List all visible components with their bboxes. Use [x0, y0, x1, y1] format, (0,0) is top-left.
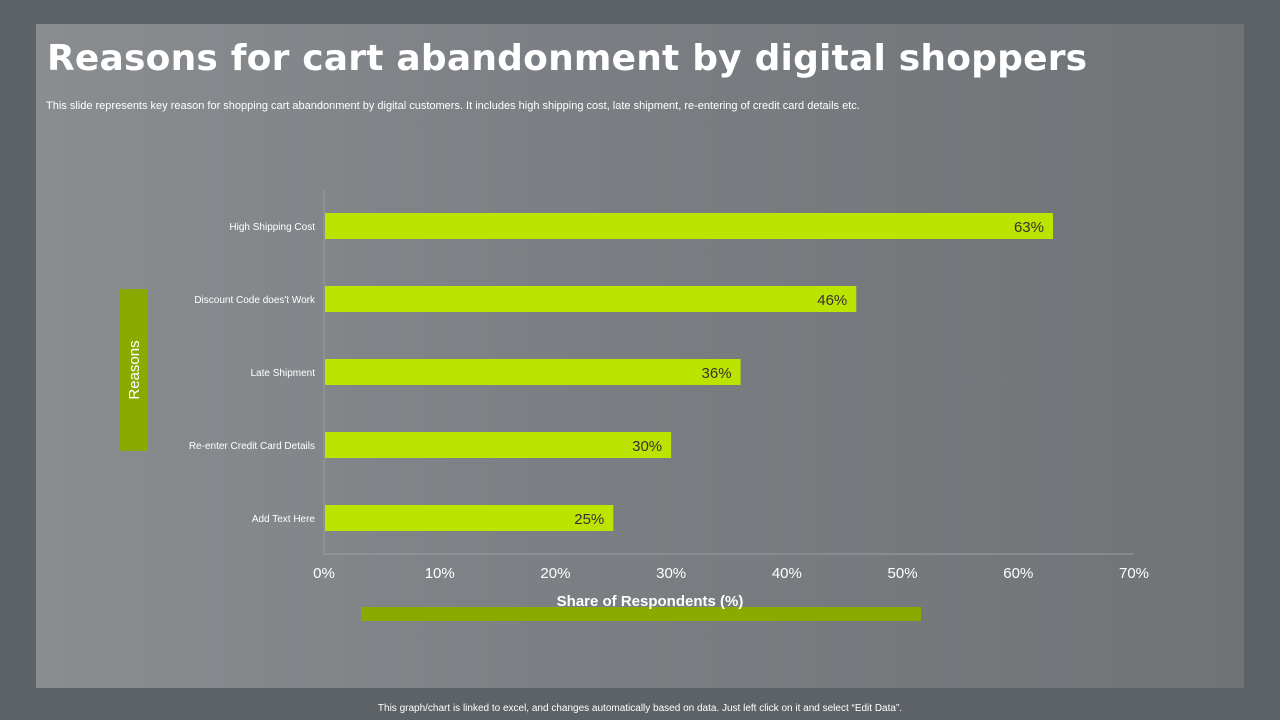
category-label: Add Text Here [252, 514, 316, 525]
bar[interactable] [325, 286, 857, 312]
category-label: High Shipping Cost [229, 222, 315, 233]
bar[interactable] [325, 359, 741, 385]
category-label: Re-enter Credit Card Details [189, 441, 315, 452]
x-axis-title: Share of Respondents (%) [557, 593, 744, 610]
y-axis-title: Reasons [126, 340, 143, 399]
x-tick-label: 40% [772, 565, 802, 582]
x-axis-title-bar [361, 607, 921, 621]
slide-subtitle: This slide represents key reason for sho… [46, 100, 860, 112]
bar[interactable] [325, 213, 1053, 239]
slide-title: Reasons for cart abandonment by digital … [47, 38, 1088, 79]
bar[interactable] [325, 505, 614, 531]
x-tick-label: 30% [656, 565, 686, 582]
slide-background: Reasons for cart abandonment by digital … [36, 24, 1244, 688]
data-label: 46% [817, 292, 847, 309]
x-tick-label: 60% [1003, 565, 1033, 582]
bar[interactable] [325, 432, 672, 458]
data-label: 30% [632, 438, 662, 455]
category-label: Late Shipment [251, 368, 316, 379]
footer-note: This graph/chart is linked to excel, and… [377, 703, 903, 714]
data-labels: 63% 46% 36% 30% 25% [574, 219, 1044, 528]
y-axis-title-block [120, 289, 148, 451]
category-label: Discount Code does't Work [194, 295, 316, 306]
data-label: 25% [574, 511, 604, 528]
x-tick-label: 0% [313, 565, 335, 582]
x-tick-label: 50% [888, 565, 918, 582]
y-axis-title-bar [120, 289, 148, 451]
chart-axes [323, 190, 1134, 555]
x-axis-title-block [361, 607, 921, 621]
x-tick-labels: 0% 10% 20% 30% 40% 50% 60% 70% [313, 565, 1149, 582]
x-tick-label: 20% [540, 565, 570, 582]
data-label: 36% [702, 365, 732, 382]
x-tick-label: 70% [1119, 565, 1149, 582]
chart-bars [325, 213, 1053, 531]
data-label: 63% [1014, 219, 1044, 236]
category-labels: High Shipping Cost Discount Code does't W… [189, 222, 316, 525]
x-tick-label: 10% [425, 565, 455, 582]
